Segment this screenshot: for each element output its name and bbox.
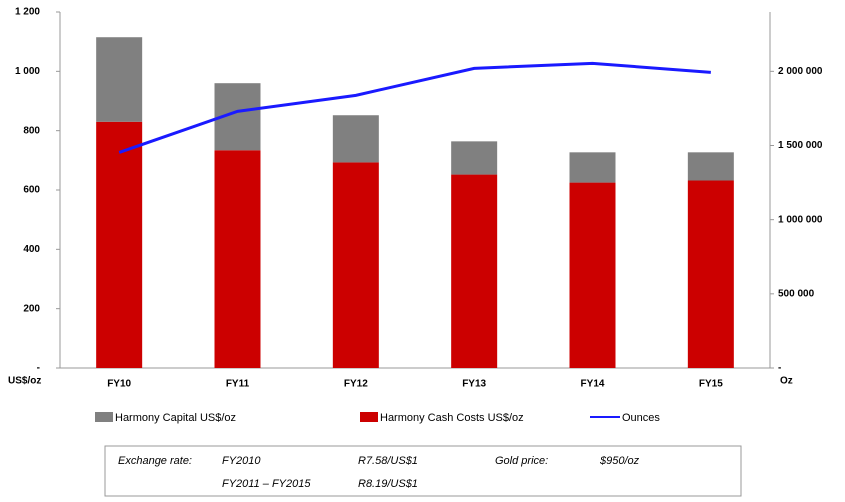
y-tick-label: 400 — [23, 244, 40, 255]
y2-tick-label: - — [778, 363, 781, 374]
bar-segment — [332, 115, 379, 163]
bar-segment — [214, 150, 261, 368]
bar-segment — [451, 141, 498, 175]
note-text: R8.19/US$1 — [358, 478, 418, 490]
x-tick-label: FY12 — [344, 379, 368, 390]
y2-tick-label: 1 500 000 — [778, 140, 823, 151]
legend-label: Ounces — [622, 412, 660, 424]
x-tick-label: FY15 — [699, 379, 723, 390]
note-text: FY2011 – FY2015 — [222, 478, 311, 490]
bar-segment — [569, 152, 616, 183]
bar-segment — [687, 152, 734, 181]
x-tick-label: FY14 — [581, 379, 605, 390]
bar-segment — [451, 174, 498, 368]
legend-label: Harmony Capital US$/oz — [115, 412, 236, 424]
x-tick-label: FY13 — [462, 379, 486, 390]
note-text: FY2010 — [222, 455, 261, 467]
note-text: Exchange rate: — [118, 455, 192, 467]
legend-swatch — [95, 412, 113, 422]
x-tick-label: FY10 — [107, 379, 131, 390]
y2-axis-label: Oz — [780, 376, 793, 387]
bar-segment — [687, 180, 734, 368]
y-tick-label: 600 — [23, 185, 40, 196]
y2-tick-label: 500 000 — [778, 288, 815, 299]
x-tick-label: FY11 — [226, 379, 250, 390]
note-text: R7.58/US$1 — [358, 455, 418, 467]
y-tick-label: 1 200 — [15, 7, 40, 18]
legend-label: Harmony Cash Costs US$/oz — [380, 412, 524, 424]
note-text: Gold price: — [495, 455, 548, 467]
y-tick-label: 1 000 — [15, 66, 40, 77]
bar-segment — [96, 121, 143, 369]
y-tick-label: - — [37, 363, 40, 374]
y-tick-label: 200 — [23, 303, 40, 314]
note-text: $950/oz — [599, 455, 640, 467]
notes-box — [104, 445, 742, 497]
y-axis-label: US$/oz — [8, 376, 41, 387]
legend-swatch — [360, 412, 378, 422]
bar-segment — [96, 37, 143, 122]
y2-tick-label: 1 000 000 — [778, 214, 823, 225]
bar-segment — [569, 182, 616, 368]
y-tick-label: 800 — [23, 125, 40, 136]
bar-segment — [332, 162, 379, 368]
y2-tick-label: 2 000 000 — [778, 66, 823, 77]
line-series — [118, 61, 711, 154]
